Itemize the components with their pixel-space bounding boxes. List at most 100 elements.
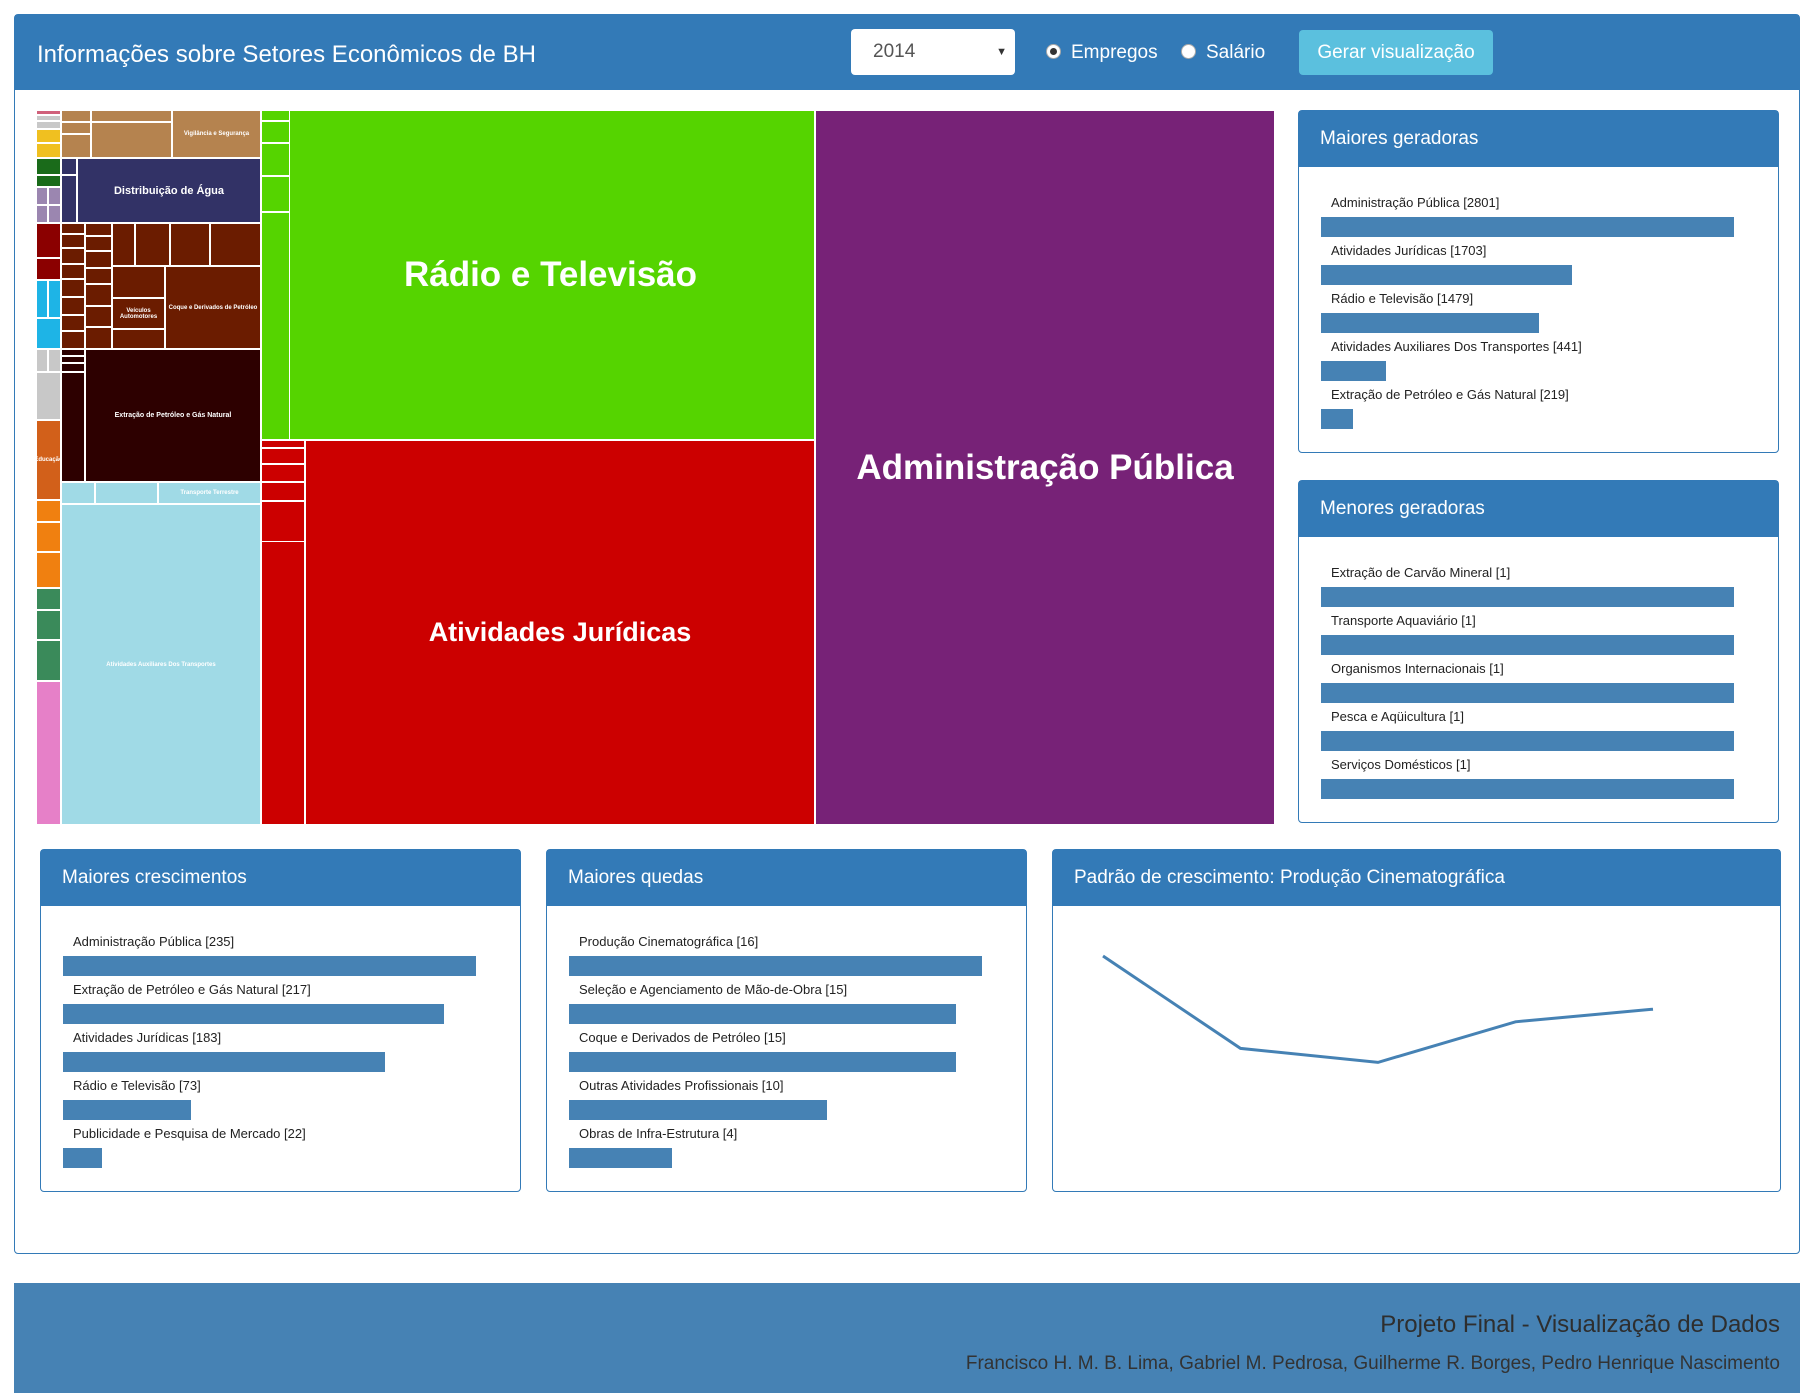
tile-dark-b[interactable] bbox=[61, 356, 85, 363]
tile-left-seagreen-c[interactable] bbox=[36, 640, 61, 681]
bar[interactable] bbox=[569, 1148, 672, 1168]
bar[interactable] bbox=[63, 956, 476, 976]
tile-left-orange-a[interactable] bbox=[36, 500, 61, 522]
bar[interactable] bbox=[569, 1052, 956, 1072]
tile-left-yellow-b[interactable] bbox=[36, 143, 61, 158]
tile-maroon-g[interactable] bbox=[61, 315, 85, 331]
tile-maroon-s[interactable] bbox=[210, 223, 261, 266]
tile-green-d[interactable] bbox=[261, 176, 290, 212]
tile-left-seagreen-b[interactable] bbox=[36, 610, 61, 640]
tile-maroon-h[interactable] bbox=[61, 331, 85, 349]
tile-maroon-t[interactable] bbox=[112, 266, 165, 298]
tile-brown-c[interactable] bbox=[61, 134, 91, 158]
tile-brown-b[interactable] bbox=[61, 122, 91, 134]
tile-left-seagreen-a[interactable] bbox=[36, 588, 61, 610]
tile-vigilancia[interactable]: Vigilância e Segurança bbox=[172, 110, 261, 158]
tile-extracao-petroleo[interactable]: Extração de Petróleo e Gás Natural bbox=[85, 349, 261, 482]
tile-distribuicao-agua[interactable]: Distribuição de Água bbox=[77, 158, 261, 223]
tile-left-lilac-d[interactable] bbox=[48, 205, 61, 223]
tile-left-pink-b[interactable] bbox=[36, 681, 61, 825]
tile-green-c[interactable] bbox=[261, 143, 290, 176]
bar[interactable] bbox=[1321, 683, 1734, 703]
bar[interactable] bbox=[63, 1052, 385, 1072]
tile-lightblue-b[interactable] bbox=[95, 482, 158, 504]
tile-maroon-q[interactable] bbox=[135, 223, 170, 266]
tile-navy-b[interactable] bbox=[61, 175, 77, 223]
bar[interactable] bbox=[1321, 587, 1734, 607]
tile-atividades-auxiliares-transportes[interactable]: Atividades Auxiliares Dos Transportes bbox=[61, 504, 261, 825]
tile-left-darkred-a[interactable] bbox=[36, 223, 61, 258]
tile-maroon-d[interactable] bbox=[61, 264, 85, 279]
bar[interactable] bbox=[569, 1100, 827, 1120]
tile-maroon-a[interactable] bbox=[61, 223, 85, 234]
tile-left-lilac-a[interactable] bbox=[36, 187, 48, 205]
tile-brown-d[interactable] bbox=[91, 110, 172, 122]
tile-maroon-l[interactable] bbox=[85, 268, 112, 284]
tile-lightblue-a[interactable] bbox=[61, 482, 95, 504]
tile-left-grey-e[interactable] bbox=[36, 372, 61, 420]
tile-educacao[interactable]: Educação bbox=[36, 420, 61, 500]
tile-red-a[interactable] bbox=[261, 440, 305, 448]
tile-brown-a[interactable] bbox=[61, 110, 91, 122]
tile-red-b[interactable] bbox=[261, 448, 305, 464]
tile-left-pink[interactable] bbox=[36, 110, 61, 115]
bar[interactable] bbox=[1321, 779, 1734, 799]
bar[interactable] bbox=[1321, 635, 1734, 655]
tile-coque-derivados[interactable]: Coque e Derivados de Petróleo bbox=[165, 266, 261, 349]
tile-green-b[interactable] bbox=[261, 121, 290, 143]
bar[interactable] bbox=[1321, 217, 1734, 237]
tile-administracao-publica[interactable]: Administração Pública bbox=[815, 110, 1275, 825]
tile-maroon-p[interactable] bbox=[112, 223, 135, 266]
tile-left-darkgreen-a[interactable] bbox=[36, 158, 61, 175]
tile-left-grey-c[interactable] bbox=[36, 349, 48, 372]
tile-left-orange-c[interactable] bbox=[36, 552, 61, 588]
tile-left-grey-a[interactable] bbox=[36, 115, 61, 121]
tile-atividades-juridicas[interactable]: Atividades Jurídicas bbox=[305, 440, 815, 825]
bar[interactable] bbox=[1321, 731, 1734, 751]
tile-dark-d[interactable] bbox=[61, 372, 85, 482]
bar[interactable] bbox=[1321, 265, 1572, 285]
tile-transporte-terrestre[interactable]: Transporte Terrestre bbox=[158, 482, 261, 504]
tile-maroon-o[interactable] bbox=[85, 327, 112, 349]
tile-left-orange-b[interactable] bbox=[36, 522, 61, 552]
tile-left-cyan-b[interactable] bbox=[48, 280, 61, 318]
bar[interactable] bbox=[63, 1004, 444, 1024]
tile-left-grey-d[interactable] bbox=[48, 349, 61, 372]
tile-left-darkred-b[interactable] bbox=[36, 258, 61, 280]
tile-left-lilac-c[interactable] bbox=[36, 205, 48, 223]
tile-red-d[interactable] bbox=[261, 482, 305, 501]
bar[interactable] bbox=[1321, 361, 1386, 381]
tile-left-lilac-b[interactable] bbox=[48, 187, 61, 205]
tile-dark-a[interactable] bbox=[61, 349, 85, 356]
tile-red-c[interactable] bbox=[261, 464, 305, 482]
tile-red-e[interactable] bbox=[261, 501, 305, 542]
tile-maroon-r[interactable] bbox=[170, 223, 210, 266]
tile-maroon-f[interactable] bbox=[61, 297, 85, 315]
tile-maroon-j[interactable] bbox=[85, 236, 112, 251]
tile-maroon-i[interactable] bbox=[85, 223, 112, 236]
tile-dark-c[interactable] bbox=[61, 363, 85, 372]
tile-maroon-u[interactable] bbox=[112, 329, 165, 349]
bar[interactable] bbox=[569, 956, 982, 976]
bar[interactable] bbox=[1321, 313, 1539, 333]
generate-visualization-button[interactable]: Gerar visualização bbox=[1299, 30, 1493, 75]
tile-navy-a[interactable] bbox=[61, 158, 77, 175]
tile-maroon-c[interactable] bbox=[61, 248, 85, 264]
tile-green-a[interactable] bbox=[261, 110, 290, 121]
bar[interactable] bbox=[63, 1100, 191, 1120]
tile-radio-televisao[interactable]: Rádio e Televisão bbox=[286, 110, 815, 440]
tile-maroon-m[interactable] bbox=[85, 284, 112, 306]
tile-left-cyan-a[interactable] bbox=[36, 280, 48, 318]
tile-left-yellow-a[interactable] bbox=[36, 129, 61, 143]
radio-salario[interactable]: Salário bbox=[1181, 42, 1265, 64]
tile-maroon-e[interactable] bbox=[61, 279, 85, 297]
tile-left-grey-b[interactable] bbox=[36, 121, 61, 129]
bar[interactable] bbox=[569, 1004, 956, 1024]
tile-veiculos-automotores[interactable]: Veículos Automotores bbox=[112, 298, 165, 329]
bar[interactable] bbox=[63, 1148, 102, 1168]
radio-empregos[interactable]: Empregos bbox=[1046, 42, 1158, 64]
tile-maroon-k[interactable] bbox=[85, 251, 112, 268]
tile-brown-e[interactable] bbox=[91, 122, 172, 158]
tile-left-cyan-c[interactable] bbox=[36, 318, 61, 349]
tile-maroon-n[interactable] bbox=[85, 306, 112, 327]
